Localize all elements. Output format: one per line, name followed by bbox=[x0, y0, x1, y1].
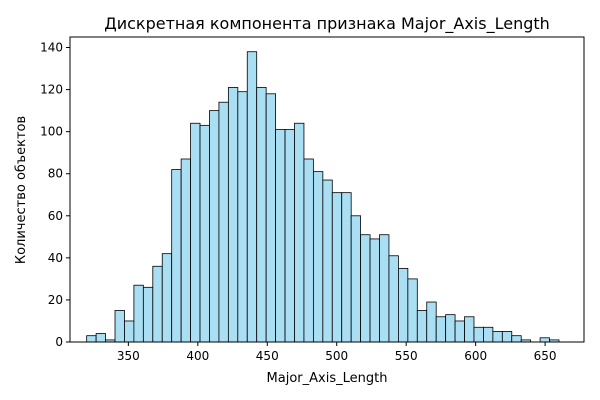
y-tick-label: 140 bbox=[40, 41, 63, 55]
histogram-bar bbox=[369, 238, 380, 343]
histogram-bar bbox=[341, 192, 352, 343]
histogram-bar bbox=[161, 253, 173, 343]
y-tick-label: 60 bbox=[48, 209, 63, 223]
histogram-bar bbox=[539, 337, 550, 343]
y-tick-label: 20 bbox=[48, 293, 63, 307]
histogram-bar bbox=[114, 310, 125, 343]
histogram-bar bbox=[454, 320, 465, 343]
y-tick-label: 0 bbox=[55, 335, 63, 349]
x-tick-label: 550 bbox=[395, 349, 418, 363]
bars-group bbox=[86, 51, 560, 343]
histogram-bar bbox=[152, 265, 163, 343]
x-axis: 350 400 450 500 550 600 650 bbox=[117, 342, 557, 363]
histogram-bar bbox=[209, 110, 220, 343]
x-axis-label: Major_Axis_Length bbox=[267, 371, 388, 386]
histogram-bar bbox=[303, 158, 314, 343]
histogram-bar bbox=[133, 284, 144, 343]
histogram-bar bbox=[275, 129, 286, 343]
histogram-bar bbox=[435, 316, 447, 343]
x-tick-label: 500 bbox=[325, 349, 348, 363]
y-tick-label: 80 bbox=[48, 167, 63, 181]
histogram-bar bbox=[256, 87, 267, 343]
histogram-bar bbox=[227, 87, 239, 343]
histogram-bar bbox=[397, 267, 409, 343]
histogram-bar bbox=[331, 192, 343, 343]
histogram-bar bbox=[190, 122, 201, 343]
x-tick-label: 350 bbox=[117, 349, 140, 363]
histogram-bar bbox=[294, 122, 305, 343]
histogram-bar bbox=[445, 314, 456, 343]
x-tick-label: 450 bbox=[256, 349, 279, 363]
histogram-bar bbox=[86, 335, 97, 343]
histogram-bar bbox=[416, 310, 428, 343]
histogram-bar bbox=[464, 316, 475, 343]
histogram-bar bbox=[95, 333, 106, 343]
histogram-bar bbox=[265, 93, 276, 343]
histogram-bar bbox=[322, 179, 333, 343]
histogram-bar bbox=[379, 234, 390, 343]
histogram-bar bbox=[426, 301, 437, 343]
histogram-bar bbox=[237, 91, 248, 343]
histogram-bar bbox=[246, 51, 258, 343]
chart-title: Дискретная компонента признака Major_Axi… bbox=[104, 14, 550, 34]
histogram-bar bbox=[218, 101, 229, 343]
histogram-bar bbox=[360, 234, 371, 343]
histogram-bar bbox=[473, 326, 484, 343]
histogram-bar bbox=[388, 255, 399, 343]
x-tick-label: 600 bbox=[464, 349, 487, 363]
y-axis: 0 20 40 60 80 100 120 140 bbox=[40, 41, 70, 349]
x-tick-label: 400 bbox=[186, 349, 209, 363]
y-tick-label: 120 bbox=[40, 83, 63, 97]
histogram-bar bbox=[171, 169, 182, 343]
histogram-bar bbox=[199, 124, 210, 343]
histogram-bar bbox=[501, 331, 513, 343]
histogram-bar bbox=[124, 320, 135, 343]
histogram-bar bbox=[511, 335, 522, 343]
histogram-bar bbox=[492, 331, 503, 343]
y-tick-label: 100 bbox=[40, 125, 63, 139]
y-tick-label: 40 bbox=[48, 251, 63, 265]
histogram-bar bbox=[407, 278, 418, 343]
histogram-bar bbox=[142, 286, 154, 343]
x-tick-label: 650 bbox=[534, 349, 557, 363]
plot-frame bbox=[69, 36, 585, 343]
y-axis-label: Количество объектов bbox=[14, 116, 29, 264]
histogram-bar bbox=[350, 215, 362, 343]
histogram-bar bbox=[483, 326, 494, 343]
histogram-bar bbox=[284, 129, 295, 343]
histogram-bar bbox=[180, 158, 191, 343]
histogram-bar bbox=[312, 171, 324, 343]
